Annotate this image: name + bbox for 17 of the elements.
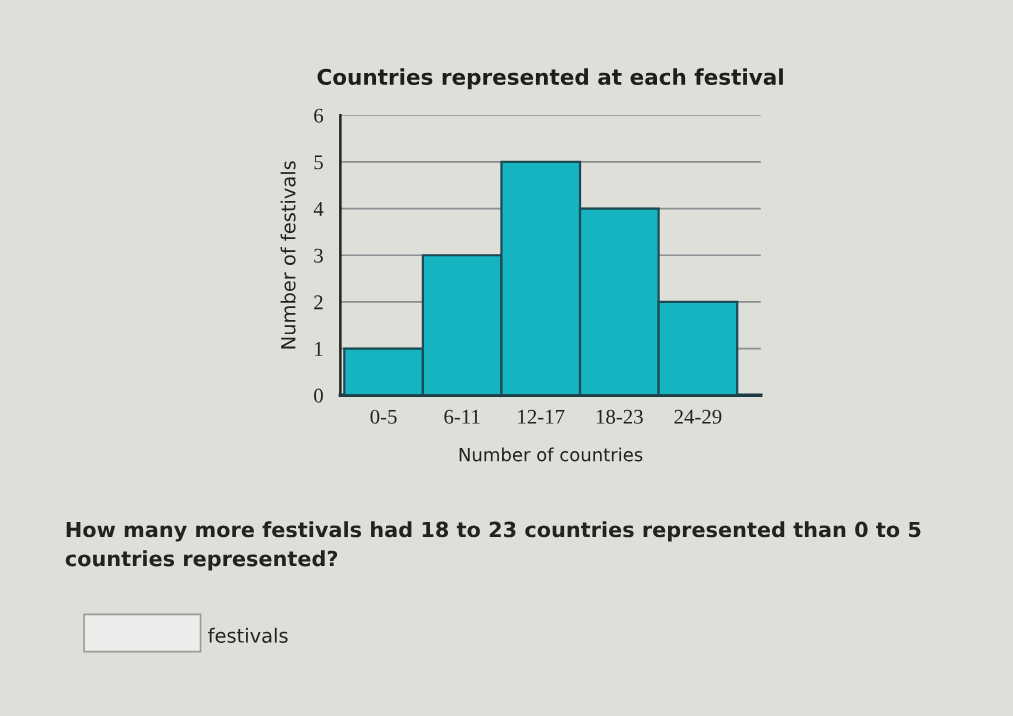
y-tick-label: 1 <box>315 342 323 356</box>
y-axis-title: Number of festivals <box>280 161 296 349</box>
y-tick-label: 4 <box>313 202 324 216</box>
y-tick-label: 6 <box>314 108 324 123</box>
x-axis-title: Number of countries <box>459 447 643 462</box>
text: festivals <box>208 627 288 643</box>
text: How many more festivals had 18 to 23 countries represented than 0 to 5 countries represented? <box>65 521 921 571</box>
x-tick-label: 24-29 <box>674 409 722 424</box>
y-tick-label: 0 <box>314 388 323 403</box>
x-tick-label: 6-11 <box>444 409 480 424</box>
y-tick-label: 3 <box>314 248 323 263</box>
x-tick-label: 18-23 <box>596 409 643 424</box>
chart-title: Countries represented at each festival <box>317 68 783 90</box>
x-tick-label: 12-17 <box>518 409 565 424</box>
y-tick-label: 5 <box>314 155 323 170</box>
y-tick-label: 2 <box>314 295 323 310</box>
x-tick-label: 0-5 <box>370 409 397 424</box>
